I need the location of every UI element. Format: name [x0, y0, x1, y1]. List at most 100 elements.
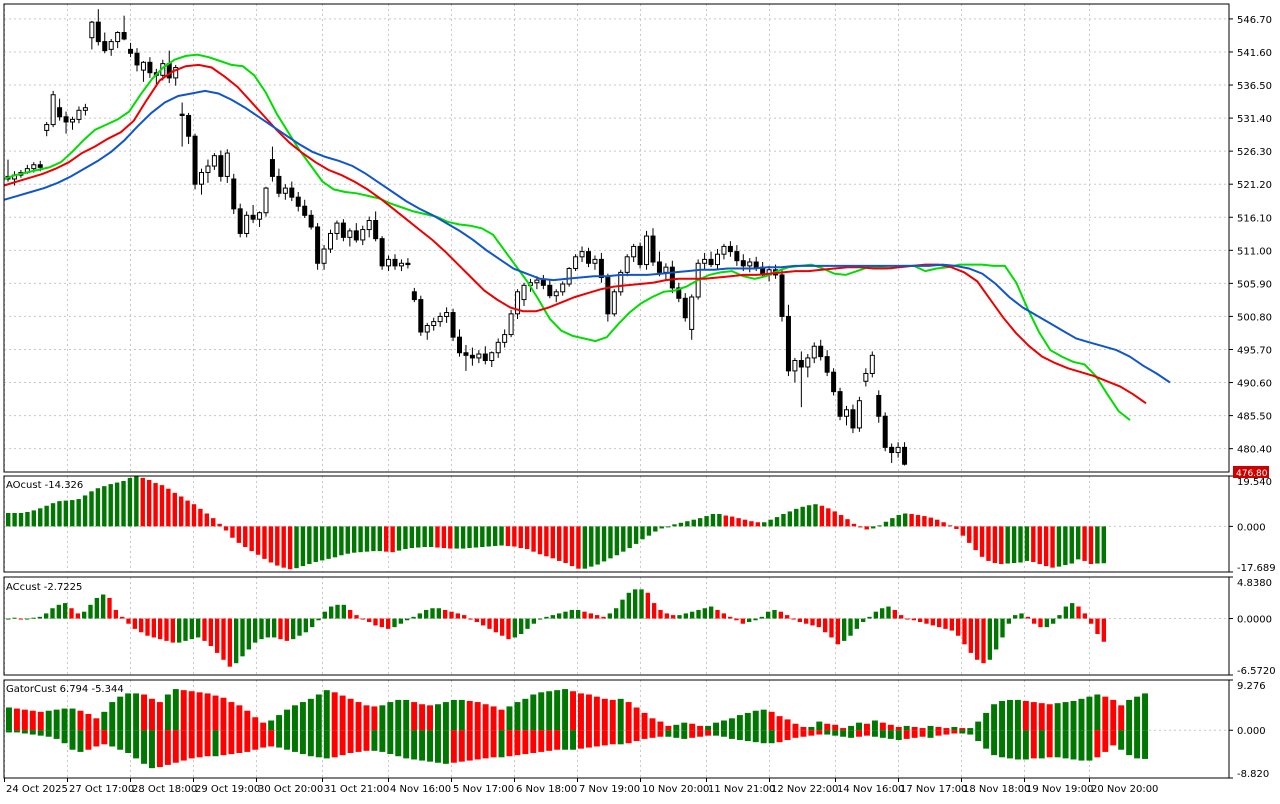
histogram-bar [313, 526, 318, 562]
histogram-bar [512, 526, 517, 547]
histogram-bar [310, 618, 315, 628]
gator-lower-bar [983, 730, 990, 749]
gator-upper-bar [61, 708, 68, 731]
histogram-bar [170, 618, 175, 643]
histogram-bar [474, 618, 479, 622]
gator-upper-bar [752, 710, 759, 731]
x-tick-label: 30 Oct 20:00 [258, 784, 323, 795]
histogram-bar [44, 505, 49, 527]
histogram-bar [371, 526, 376, 552]
histogram-bar [262, 526, 267, 559]
histogram-bar [781, 514, 786, 527]
histogram-bar [1031, 526, 1036, 562]
histogram-bar [57, 501, 62, 527]
histogram-bar [960, 526, 966, 536]
histogram-bar [291, 618, 296, 640]
gator-upper-bar [1086, 696, 1093, 731]
y-tick-label: 521.20 [1237, 180, 1272, 191]
gator-upper-bar [21, 709, 28, 731]
histogram-bar [1089, 618, 1094, 624]
histogram-bar [1075, 526, 1081, 560]
gator-lower-bar [792, 730, 799, 738]
gator-lower-bar [331, 730, 338, 758]
bear-candle [295, 196, 301, 207]
bull-candle [244, 214, 250, 234]
bear-candle [308, 214, 314, 228]
gator-lower-bar [506, 730, 513, 757]
gator-upper-bar [85, 713, 92, 731]
gator-upper-bar [911, 726, 918, 731]
gator-upper-bar [768, 711, 775, 731]
histogram-bar [704, 516, 709, 527]
histogram-bar [217, 523, 222, 527]
histogram-bar [460, 526, 466, 549]
histogram-bar [717, 514, 722, 527]
bull-candle [489, 352, 495, 362]
gator-panel[interactable] [6, 689, 1148, 769]
price-panel[interactable] [3, 9, 1229, 473]
gator-lower-bar [911, 730, 918, 738]
histogram-bar [937, 618, 942, 628]
gator-lower-bar [840, 730, 847, 737]
histogram-bar [316, 618, 321, 621]
gator-upper-bar [371, 706, 378, 731]
gator-upper-bar [840, 728, 847, 731]
histogram-bar [436, 608, 441, 619]
bull-candle [282, 187, 288, 194]
histogram-bar [736, 518, 741, 527]
bull-candle [321, 248, 327, 264]
histogram-bar [1063, 526, 1068, 566]
histogram-bar [243, 526, 248, 548]
gator-upper-bar [172, 689, 179, 731]
bull-candle [224, 152, 230, 177]
histogram-bar [12, 512, 17, 527]
gator-lower-bar [657, 730, 664, 737]
y-tick-label: 526.30 [1237, 147, 1272, 158]
histogram-bar [766, 611, 771, 619]
x-tick-label: 10 Nov 20:00 [642, 784, 709, 795]
gator-lower-bar [427, 730, 433, 762]
histogram-bar [823, 618, 828, 633]
histogram-bar [25, 511, 30, 527]
bull-candle [534, 279, 540, 284]
bull-candle [553, 291, 559, 297]
histogram-bar [249, 526, 254, 552]
gator-upper-bar [347, 698, 354, 731]
gator-upper-bar [45, 710, 52, 731]
gator-upper-bar [879, 722, 886, 731]
histogram-bar [448, 526, 453, 549]
gator-lower-bar [601, 730, 608, 746]
gator-lower-bar [1094, 730, 1101, 758]
histogram-bar [804, 618, 809, 624]
gator-upper-bar [1102, 696, 1109, 731]
bull-candle [360, 229, 366, 241]
histogram-bar [810, 618, 815, 626]
histogram-bar [417, 613, 422, 619]
histogram-bar [755, 522, 761, 527]
gator-upper-bar [530, 694, 537, 731]
bull-candle [895, 446, 901, 454]
ac-panel[interactable] [6, 589, 1106, 667]
gator-upper-bar [69, 708, 76, 731]
gator-upper-bar [141, 694, 147, 731]
gator-upper-bar [697, 725, 704, 731]
ao-panel[interactable] [6, 476, 1106, 570]
gator-upper-bar [117, 696, 124, 731]
gator-lower-bar [991, 730, 998, 756]
bear-candle [457, 336, 462, 354]
bull-candle [173, 67, 179, 79]
histogram-bar [915, 515, 921, 527]
histogram-bar [525, 618, 530, 629]
histogram-bar [159, 485, 165, 527]
bear-candle [650, 235, 656, 263]
bull-candle [211, 155, 217, 167]
gator-upper-bar [260, 722, 267, 731]
histogram-bar [608, 526, 613, 559]
gator-lower-bar [871, 730, 878, 737]
gator-lower-bar [458, 730, 465, 762]
histogram-bar [721, 613, 726, 619]
histogram-bar [772, 609, 777, 619]
